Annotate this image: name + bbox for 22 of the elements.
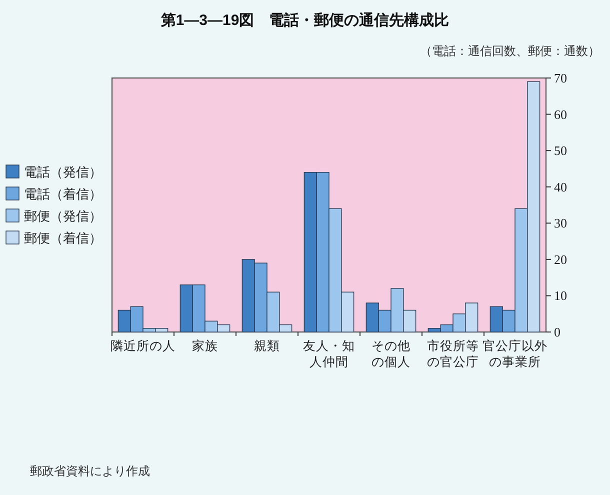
- legend-label: 電話（着信）: [24, 186, 102, 202]
- legend-label: 郵便（発信）: [24, 208, 102, 224]
- y-tick-label: 60: [554, 106, 567, 122]
- x-tick-label: 家族: [192, 339, 218, 353]
- legend-label: 電話（発信）: [24, 164, 102, 180]
- title: 第1—3—19図 電話・郵便の通信先構成比: [160, 12, 450, 29]
- y-tick-label: 0: [554, 324, 560, 340]
- y-tick-label: 70: [554, 70, 567, 86]
- subtitle: （電話：通信回数、郵便：通数）: [420, 44, 600, 58]
- x-tick-label: 親類: [254, 339, 280, 353]
- y-tick-label: 10: [554, 288, 567, 304]
- legend-label: 郵便（着信）: [24, 230, 102, 246]
- x-tick-label: 友人・知人仲間: [303, 339, 355, 369]
- x-tick-label: 市役所等の官公庁: [427, 339, 479, 369]
- y-tick-label: 50: [554, 143, 567, 158]
- y-tick-label: 40: [554, 179, 567, 194]
- x-tick-label: 官公庁以外の事業所: [482, 339, 548, 369]
- y-tick-label: 30: [554, 216, 567, 231]
- annotation: 郵政省資料により作成: [30, 464, 150, 478]
- x-tick-label: 隣近所の人: [110, 339, 176, 353]
- y-tick-label: 20: [554, 252, 567, 267]
- x-tick-label: その他の個人: [372, 339, 410, 369]
